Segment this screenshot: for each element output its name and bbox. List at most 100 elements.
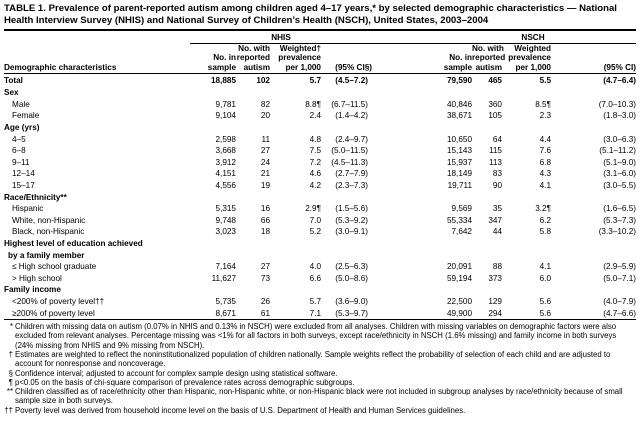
cell: 373 [488, 273, 502, 283]
cell: (4.0–7.9) [603, 296, 637, 306]
cell: (3.6–9.0) [335, 296, 368, 306]
column-header-line: No. with [238, 44, 270, 53]
footnote: † Estimates are weighted to reflect the n… [4, 350, 636, 369]
column-header-line: Weighted† [279, 44, 321, 53]
footnote: § Confidence interval; adjusted to accoun… [4, 369, 636, 378]
cell: 5.7 [309, 296, 321, 306]
column-header: No. with reported autism [236, 43, 270, 75]
cell: (2.9–5.9) [603, 262, 637, 272]
cell: 8,671 [190, 307, 236, 321]
cell: 66 [260, 215, 270, 225]
section-heading-row: Family income [4, 284, 636, 296]
cell: 2.3 [539, 111, 551, 121]
column-header-line: per 1,000 [515, 62, 551, 72]
row-label: Total [4, 76, 23, 86]
cell: 7.1 [270, 307, 321, 321]
cell: (3.3–10.2) [598, 227, 637, 237]
cell: 102 [256, 76, 270, 86]
section-heading: Race/Ethnicity** [4, 192, 67, 202]
cell: 4,151 [215, 169, 237, 179]
data-row: 15–17 4,556 19 4.2 (2.3–7.3) 19,711 90 4.1 (3.0–… [4, 180, 636, 192]
cell: 7,642 [451, 227, 473, 237]
section-heading: Family income [4, 285, 61, 295]
cell: 5.6 [502, 307, 551, 321]
cell: 2.4 [309, 111, 321, 121]
cell: 38,671 [446, 111, 472, 121]
data-row: Male 9,781 82 8.8¶ (6.7–11.5) 40,846 360 8.5¶ (7… [4, 99, 636, 111]
cell: 2,598 [215, 134, 237, 144]
cell: 18,885 [210, 76, 236, 86]
cell: (2.5–6.3) [335, 262, 368, 272]
column-header: (95% CI§) [321, 43, 372, 75]
cell: 88 [492, 262, 502, 272]
footnote-text: Poverty level was derived from household… [15, 405, 466, 415]
data-row: > High school 11,627 73 6.6 (5.0–8.6) 59,194 3… [4, 273, 636, 285]
section-heading-row: Age (yrs) [4, 122, 636, 134]
cell: 5,315 [215, 204, 237, 214]
cell: (5.3–9.7) [321, 307, 372, 321]
cell: 347 [488, 215, 502, 225]
cell: 64 [492, 134, 502, 144]
footnote-text: Confidence interval; adjusted to account… [15, 368, 338, 378]
cell: 4.3 [539, 169, 551, 179]
cell: 27 [260, 262, 270, 272]
cell: (3.0–9.1) [335, 227, 368, 237]
column-header-line: Weighted [514, 44, 551, 53]
column-header-row: Demographic characteristics No. in sample N… [4, 43, 637, 75]
cell: (5.1–11.2) [599, 146, 637, 156]
footnote: * Children with missing data on autism (0… [4, 322, 636, 350]
column-header-line: (95% CI§) [335, 62, 372, 72]
cell: 16 [260, 204, 270, 214]
data-row: Black, non-Hispanic 3,023 18 5.2 (3.0–9.1) 7,… [4, 226, 636, 238]
cell: (1.8–3.0) [603, 111, 637, 121]
cell: 18,149 [446, 169, 472, 179]
row-label: ≤ High school graduate [12, 262, 97, 272]
cell: 11 [261, 134, 271, 144]
footnote-mark: ** [6, 387, 13, 397]
footnote-text: Children classified as of race/ethnicity… [15, 387, 623, 406]
cell: 6.8 [539, 157, 551, 167]
column-header: No. in sample [190, 43, 236, 75]
data-row: Female 9,104 20 2.4 (1.4–4.2) 38,671 105 2.3 (1.… [4, 110, 636, 122]
column-header-line: Demographic characteristics [4, 62, 117, 72]
cell: (1.4–4.2) [335, 111, 368, 121]
cell: (6.7–11.5) [331, 99, 368, 109]
cell: (3.1–6.0) [603, 169, 637, 179]
cell: 6.2 [539, 215, 551, 225]
group-header-row: NHIS NSCH [4, 31, 637, 44]
data-row: <200% of poverty level†† 5,735 26 5.7 (3.6–9… [4, 296, 636, 308]
cell: 8.5¶ [535, 99, 551, 109]
cell: 360 [488, 99, 502, 109]
footnote-mark: †† [4, 405, 13, 415]
column-header-line: (95% CI) [603, 62, 637, 72]
cell: 113 [488, 157, 502, 167]
cell: 4,556 [215, 180, 237, 190]
cell: 105 [488, 111, 502, 121]
section-heading-row: by a family member [4, 250, 636, 262]
cell: 7,164 [215, 262, 237, 272]
row-label: ≥200% of poverty level [4, 307, 190, 321]
cell: 44 [492, 227, 502, 237]
cell: (2.4–9.7) [335, 134, 368, 144]
column-header-line: per 1,000 [285, 62, 321, 72]
cell: 9,748 [215, 215, 237, 225]
data-table: NHIS NSCH Demographic characteristics No. i… [4, 31, 637, 321]
column-header-line: prevalence [278, 53, 321, 63]
footnote-mark: † [8, 349, 13, 359]
data-row: White, non-Hispanic 9,748 66 7.0 (5.3–9.2) 55… [4, 215, 636, 227]
cell: 7.5 [309, 146, 321, 156]
cell: (4.7–6.4) [603, 76, 637, 86]
footnote-text: p<0.05 on the basis of chi-square compar… [15, 377, 355, 387]
column-header-line: reported [472, 53, 506, 63]
group-header: NSCH [372, 31, 637, 44]
cell: 4.8 [309, 134, 321, 144]
cell: 9,569 [451, 204, 473, 214]
cell: (5.3–7.3) [603, 215, 637, 225]
column-header: No. in sample [372, 43, 472, 75]
cell: 6.0 [539, 273, 551, 283]
cell: 90 [492, 180, 502, 190]
cell: 15,937 [446, 157, 472, 167]
data-row: 12–14 4,151 21 4.6 (2.7–7.9) 18,149 83 4.3 (3.1–… [4, 168, 636, 180]
cell: 40,846 [446, 99, 472, 109]
column-header-line: prevalence [508, 53, 551, 63]
